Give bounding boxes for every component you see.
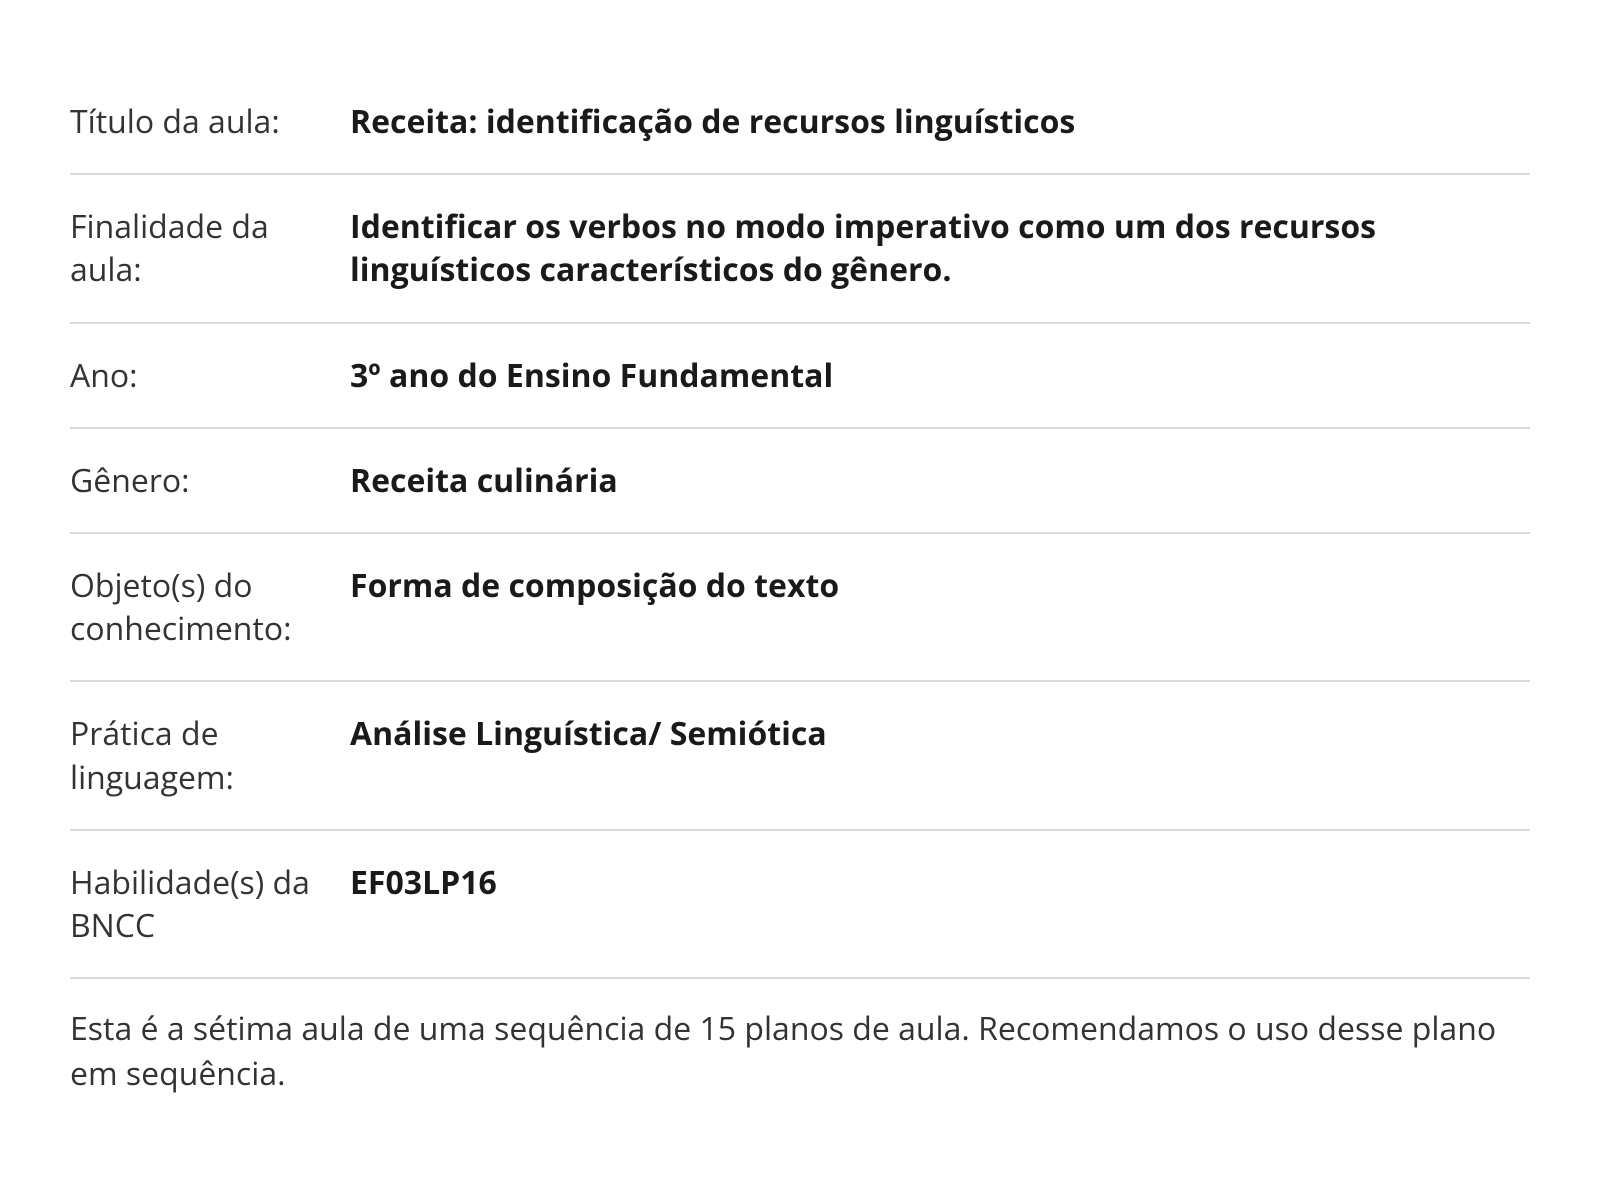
row-label-ano: Ano: [70,354,350,397]
row-value-objeto: Forma de composição do texto [350,564,1530,607]
table-row: Habilidade(s) da BNCC EF03LP16 [70,829,1530,977]
table-row: Prática de linguagem: Análise Linguístic… [70,680,1530,828]
row-value-titulo: Receita: identificação de recursos lingu… [350,100,1530,143]
row-label-objeto: Objeto(s) do conhecimento: [70,564,350,650]
footnote: Esta é a sétima aula de uma sequência de… [70,977,1530,1097]
row-value-finalidade: Identificar os verbos no modo imperativo… [350,205,1530,291]
table-row: Título da aula: Receita: identificação d… [70,90,1530,173]
row-value-ano: 3º ano do Ensino Fundamental [350,354,1530,397]
row-label-titulo: Título da aula: [70,100,350,143]
row-value-genero: Receita culinária [350,459,1530,502]
row-label-finalidade: Finalidade da aula: [70,205,350,291]
lesson-info-table: Título da aula: Receita: identificação d… [0,0,1600,1157]
table-row: Finalidade da aula: Identificar os verbo… [70,173,1530,321]
row-value-pratica: Análise Linguística/ Semiótica [350,712,1530,755]
table-row: Ano: 3º ano do Ensino Fundamental [70,322,1530,427]
row-label-genero: Gênero: [70,459,350,502]
row-label-pratica: Prática de linguagem: [70,712,350,798]
table-row: Objeto(s) do conhecimento: Forma de comp… [70,532,1530,680]
table-row: Gênero: Receita culinária [70,427,1530,532]
row-label-habilidade: Habilidade(s) da BNCC [70,861,350,947]
row-value-habilidade: EF03LP16 [350,861,1530,904]
